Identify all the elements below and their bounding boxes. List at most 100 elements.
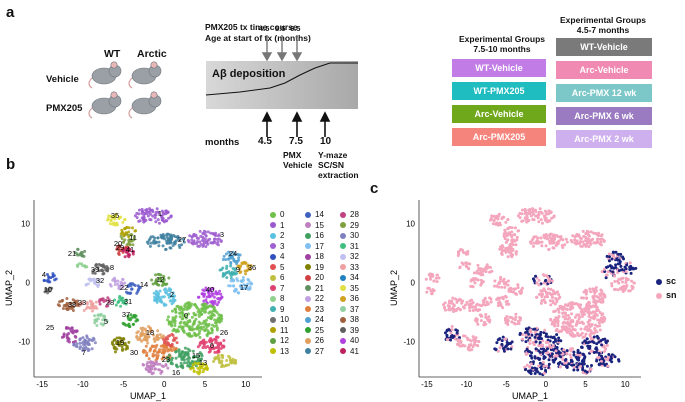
umap-point: [452, 309, 456, 313]
umap-point: [526, 332, 530, 336]
umap-point: [573, 235, 577, 239]
x-tick-label: -10: [77, 380, 89, 389]
umap-point: [481, 269, 485, 273]
umap-point: [529, 214, 533, 218]
umap-point: [204, 307, 208, 311]
umap-point: [546, 347, 550, 351]
umap-point: [113, 217, 117, 221]
umap-point: [606, 355, 610, 359]
umap-point: [132, 313, 136, 317]
cluster-label: 21: [68, 249, 76, 258]
umap-point: [216, 243, 220, 247]
umap-point: [528, 341, 532, 345]
umap-point: [186, 333, 190, 337]
umap-point: [540, 211, 544, 215]
umap-point: [198, 229, 202, 233]
umap-point: [111, 278, 115, 282]
umap-point: [597, 340, 601, 344]
umap-point: [160, 214, 164, 218]
umap-point: [156, 337, 160, 341]
umap-point: [554, 316, 558, 320]
umap-point: [175, 329, 179, 333]
umap-point: [631, 287, 635, 291]
umap-point: [625, 263, 629, 267]
umap-point: [209, 339, 213, 343]
umap-point: [179, 305, 183, 309]
umap-point: [552, 335, 556, 339]
umap-point: [167, 342, 171, 346]
umap-point: [86, 347, 90, 351]
group-box-arc-vehicle: Arc-Vehicle: [452, 105, 546, 123]
umap-point: [543, 355, 547, 359]
umap-point: [245, 269, 249, 273]
umap-point: [189, 302, 193, 306]
legend-item-cluster: 27: [305, 347, 324, 356]
umap-point: [158, 289, 162, 293]
umap-point: [514, 315, 518, 319]
umap-point: [539, 345, 543, 349]
umap-point: [580, 331, 584, 335]
umap-point: [170, 356, 174, 360]
umap-point: [113, 279, 117, 283]
legend-swatch: [305, 222, 311, 229]
umap-point: [82, 308, 86, 312]
umap-point: [569, 356, 573, 360]
umap-point: [90, 277, 94, 281]
umap-point: [525, 327, 529, 331]
umap-point: [465, 252, 469, 256]
cluster-label: 19: [116, 338, 124, 347]
umap-point: [482, 323, 486, 327]
legend-swatch: [270, 337, 276, 344]
umap-point: [101, 318, 105, 322]
legend-swatch: [270, 211, 276, 218]
umap-point: [65, 301, 69, 305]
umap-point: [616, 258, 620, 262]
umap-point: [544, 219, 548, 223]
umap-point: [115, 336, 119, 340]
umap-point: [621, 276, 625, 280]
umap-point: [484, 312, 488, 316]
umap-point: [460, 344, 464, 348]
umap-point: [130, 287, 134, 291]
legend-item-cluster: 1: [270, 221, 284, 230]
umap-point: [625, 284, 629, 288]
umap-point: [552, 215, 556, 219]
legend-swatch: [305, 253, 311, 260]
umap-point: [199, 352, 203, 356]
umap-point: [94, 304, 98, 308]
umap-point: [569, 332, 573, 336]
umap-point: [135, 211, 139, 215]
umap-point: [573, 333, 577, 337]
legend-label: 26: [315, 336, 324, 345]
umap-point: [88, 299, 92, 303]
umap-point: [464, 303, 468, 307]
umap-point: [507, 247, 511, 251]
umap-point: [51, 272, 55, 276]
y-tick-label: 0: [26, 279, 31, 288]
umap-point: [60, 299, 64, 303]
umap-point: [602, 239, 606, 243]
umap-point: [80, 301, 84, 305]
umap-point: [220, 353, 224, 357]
legend-swatch: [270, 285, 276, 292]
x-tick-label: 10: [241, 380, 250, 389]
umap-point: [128, 318, 132, 322]
legend-label: 11: [280, 325, 289, 335]
umap-point: [435, 273, 439, 277]
legend-swatch: [340, 316, 346, 323]
umap-point: [542, 364, 546, 368]
umap-point: [537, 344, 541, 348]
umap-point: [453, 337, 457, 341]
umap-point: [510, 340, 514, 344]
umap-point: [161, 351, 165, 355]
umap-point: [180, 243, 184, 247]
umap-point: [211, 323, 215, 327]
umap-point: [116, 279, 120, 283]
umap-point: [584, 325, 588, 329]
umap-point: [190, 326, 194, 330]
umap-point: [605, 254, 609, 258]
umap-point: [485, 263, 489, 267]
y-ticks: 10 0 -10: [18, 220, 30, 347]
umap-point: [211, 287, 215, 291]
umap-point: [465, 300, 469, 304]
